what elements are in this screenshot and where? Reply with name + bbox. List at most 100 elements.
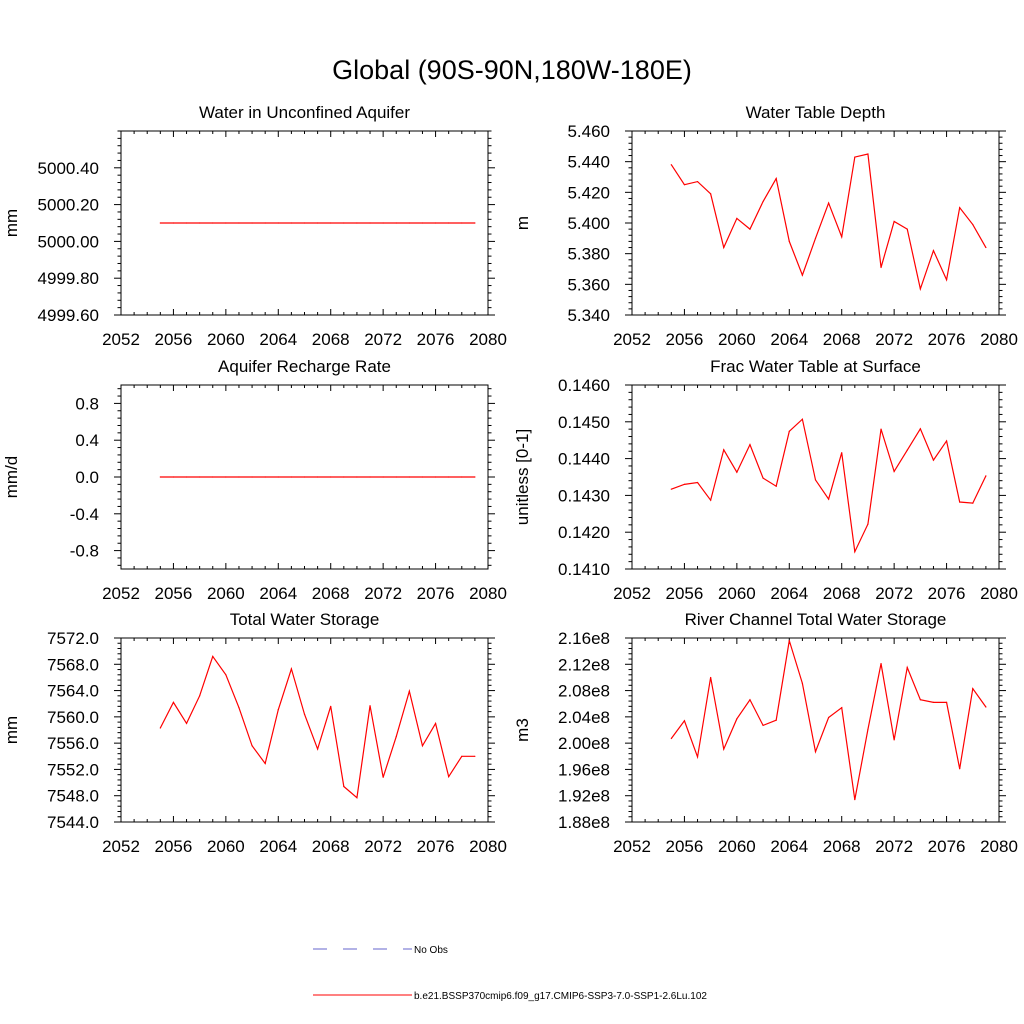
- x-tick-label: 2060: [718, 837, 756, 856]
- data-point: [356, 476, 358, 478]
- data-point: [710, 499, 712, 501]
- x-tick-label: 2064: [259, 837, 297, 856]
- x-tick-label: 2076: [417, 584, 455, 603]
- x-tick-label: 2076: [928, 584, 966, 603]
- x-tick-label: 2072: [875, 837, 913, 856]
- data-point: [710, 193, 712, 195]
- x-tick-label: 2068: [312, 330, 350, 349]
- legend: No Obs b.e21.BSSP370cmip6.f09_g17.CMIP6-…: [313, 945, 707, 1002]
- x-tick-label: 2068: [823, 584, 861, 603]
- data-point: [172, 701, 175, 704]
- data-point: [185, 222, 188, 224]
- data-point: [225, 674, 227, 676]
- data-point: [369, 705, 371, 707]
- data-point: [421, 222, 424, 224]
- x-tick-label: 2060: [207, 330, 245, 349]
- data-point: [199, 695, 201, 697]
- y-tick-label: 0.1450: [558, 413, 610, 432]
- data-point: [199, 222, 201, 224]
- data-point: [880, 663, 882, 665]
- y-axis-label: mm: [2, 716, 21, 744]
- y-tick-label: 0.1440: [558, 450, 610, 469]
- data-point: [801, 682, 803, 684]
- data-point: [172, 222, 175, 224]
- x-tick-label: 2056: [666, 837, 704, 856]
- chart-panel-3: Aquifer Recharge Rate mm/d 2052 2056 2060 206…: [2, 357, 507, 603]
- data-point: [343, 785, 345, 788]
- x-tick-label: 2056: [666, 584, 704, 603]
- data-point: [841, 236, 843, 238]
- y-tick-label: 4999.60: [38, 306, 99, 325]
- data-point: [959, 207, 961, 209]
- y-tick-label: 2.00e8: [558, 734, 610, 753]
- data-point: [959, 768, 961, 770]
- x-tick-label: 2064: [770, 584, 808, 603]
- y-tick-label: 5.460: [567, 122, 610, 141]
- y-axis-label: mm: [2, 209, 21, 237]
- data-point: [356, 797, 358, 799]
- data-point: [395, 735, 397, 738]
- data-point: [251, 476, 253, 478]
- data-point: [683, 184, 686, 186]
- data-point: [959, 501, 961, 503]
- plot-frame: [631, 384, 1000, 570]
- x-tick-label: 2076: [417, 837, 455, 856]
- x-tick-label: 2052: [613, 584, 651, 603]
- plot-frame: [120, 637, 489, 823]
- x-tick-label: 2056: [155, 584, 193, 603]
- chart-title: Total Water Storage: [230, 610, 380, 629]
- data-point: [985, 246, 987, 249]
- data-point: [408, 690, 410, 692]
- y-tick-label: 7552.0: [47, 760, 99, 779]
- legend-label-obs: No Obs: [414, 945, 448, 956]
- data-point: [814, 479, 817, 481]
- data-point: [867, 153, 869, 155]
- chart-title: Aquifer Recharge Rate: [218, 357, 391, 376]
- data-point: [251, 745, 253, 747]
- x-tick-label: 2052: [102, 584, 140, 603]
- data-point: [985, 475, 987, 477]
- y-tick-label: 0.4: [75, 431, 99, 450]
- y-axis-label: m3: [513, 718, 532, 742]
- x-tick-label: 2060: [718, 584, 756, 603]
- x-tick-label: 2076: [928, 837, 966, 856]
- data-point: [814, 237, 817, 239]
- y-tick-label: 5.440: [567, 153, 610, 172]
- y-tick-label: 4999.80: [38, 269, 99, 288]
- data-point: [474, 222, 476, 224]
- data-point: [448, 222, 450, 224]
- x-tick-label: 2076: [928, 330, 966, 349]
- x-tick-label: 2052: [613, 330, 651, 349]
- data-point: [775, 719, 777, 721]
- data-point: [395, 476, 397, 478]
- data-point: [893, 470, 895, 473]
- data-point: [854, 551, 856, 553]
- data-point: [723, 748, 725, 750]
- data-point: [723, 449, 725, 451]
- x-tick-label: 2080: [980, 330, 1018, 349]
- data-point: [828, 202, 830, 204]
- data-point: [212, 222, 214, 224]
- data-point: [841, 707, 843, 709]
- data-point: [185, 476, 188, 478]
- data-point: [683, 483, 686, 485]
- y-tick-label: 7560.0: [47, 708, 99, 727]
- data-point: [828, 716, 830, 719]
- data-point: [893, 739, 895, 741]
- data-point: [696, 481, 699, 484]
- y-tick-label: 5.400: [567, 214, 610, 233]
- data-point: [788, 640, 790, 642]
- data-point: [277, 476, 279, 478]
- y-tick-label: 5.380: [567, 245, 610, 264]
- data-point: [264, 476, 266, 478]
- y-tick-label: 2.12e8: [558, 655, 610, 674]
- data-point: [736, 217, 738, 219]
- x-tick-label: 2068: [312, 837, 350, 856]
- data-point: [382, 776, 384, 778]
- data-point: [841, 452, 843, 454]
- x-tick-label: 2056: [155, 330, 193, 349]
- y-tick-label: 0.1430: [558, 486, 610, 505]
- figure-title: Global (90S-90N,180W-180E): [332, 55, 692, 85]
- data-point: [212, 655, 214, 658]
- y-tick-label: 0.1410: [558, 560, 610, 579]
